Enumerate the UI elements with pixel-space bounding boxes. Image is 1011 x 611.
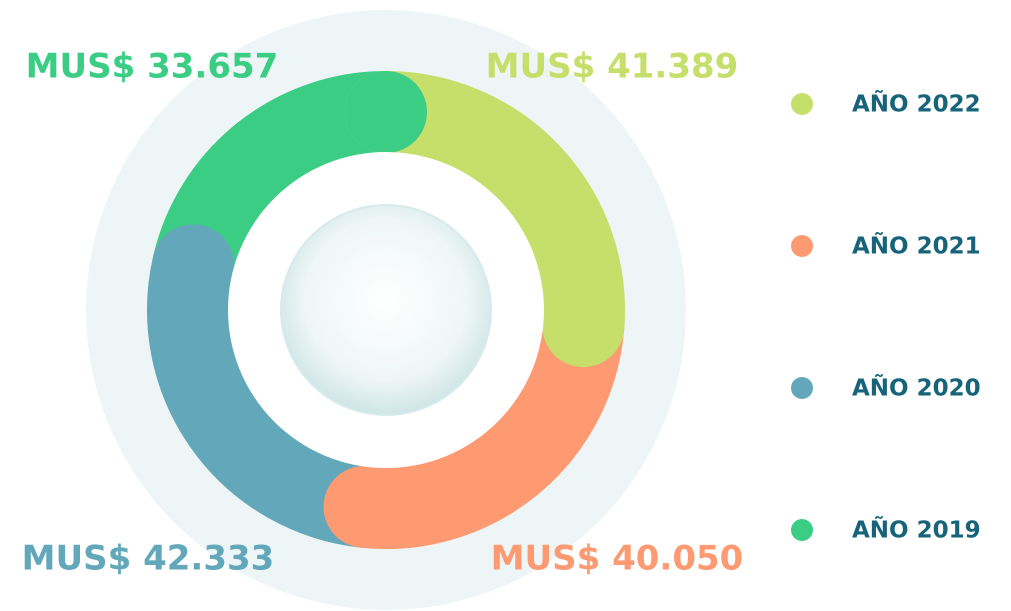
legend-marker xyxy=(791,93,813,115)
legend-marker xyxy=(791,235,813,257)
segment-cap xyxy=(345,71,427,153)
value-label: MUS$ 40.050 xyxy=(491,539,744,579)
chart: MUS$ 41.389 MUS$ 40.050 MUS$ 42.333 MUS$ 33… xyxy=(0,0,1011,611)
legend-label: AÑO 2022 xyxy=(852,90,981,118)
legend: AÑO 2022 AÑO 2021 AÑO 2020 AÑO 2019 xyxy=(791,90,981,544)
legend-label: AÑO 2020 xyxy=(852,374,981,402)
value-label: MUS$ 41.389 xyxy=(486,47,739,87)
legend-marker xyxy=(791,377,813,399)
glass-bubble xyxy=(281,205,491,415)
legend-label: AÑO 2019 xyxy=(852,516,981,544)
value-label: MUS$ 42.333 xyxy=(22,539,275,579)
value-label: MUS$ 33.657 xyxy=(26,47,279,87)
legend-marker xyxy=(791,519,813,541)
legend-label: AÑO 2021 xyxy=(852,232,981,260)
